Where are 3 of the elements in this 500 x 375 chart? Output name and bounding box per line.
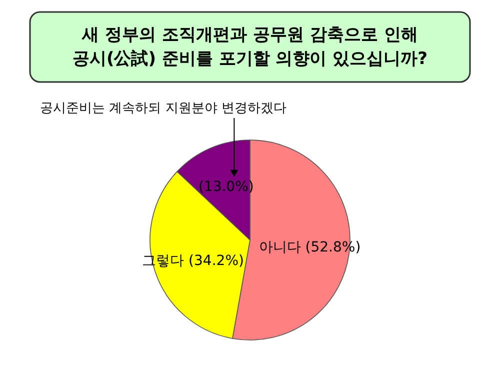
title: 새 정부의 조직개편과 공무원 감축으로 인해 공시(公試) 준비를 포기할 의향이 있으십니까?	[29, 11, 471, 83]
chart-title: 새 정부의 조직개편과 공무원 감축으로 인해 공시(公試) 준비를 포기할 의향이 있으십니까?	[72, 25, 428, 69]
slice-label: 공시준비는 계속하되 지원분야 변경하겠다	[40, 101, 286, 116]
